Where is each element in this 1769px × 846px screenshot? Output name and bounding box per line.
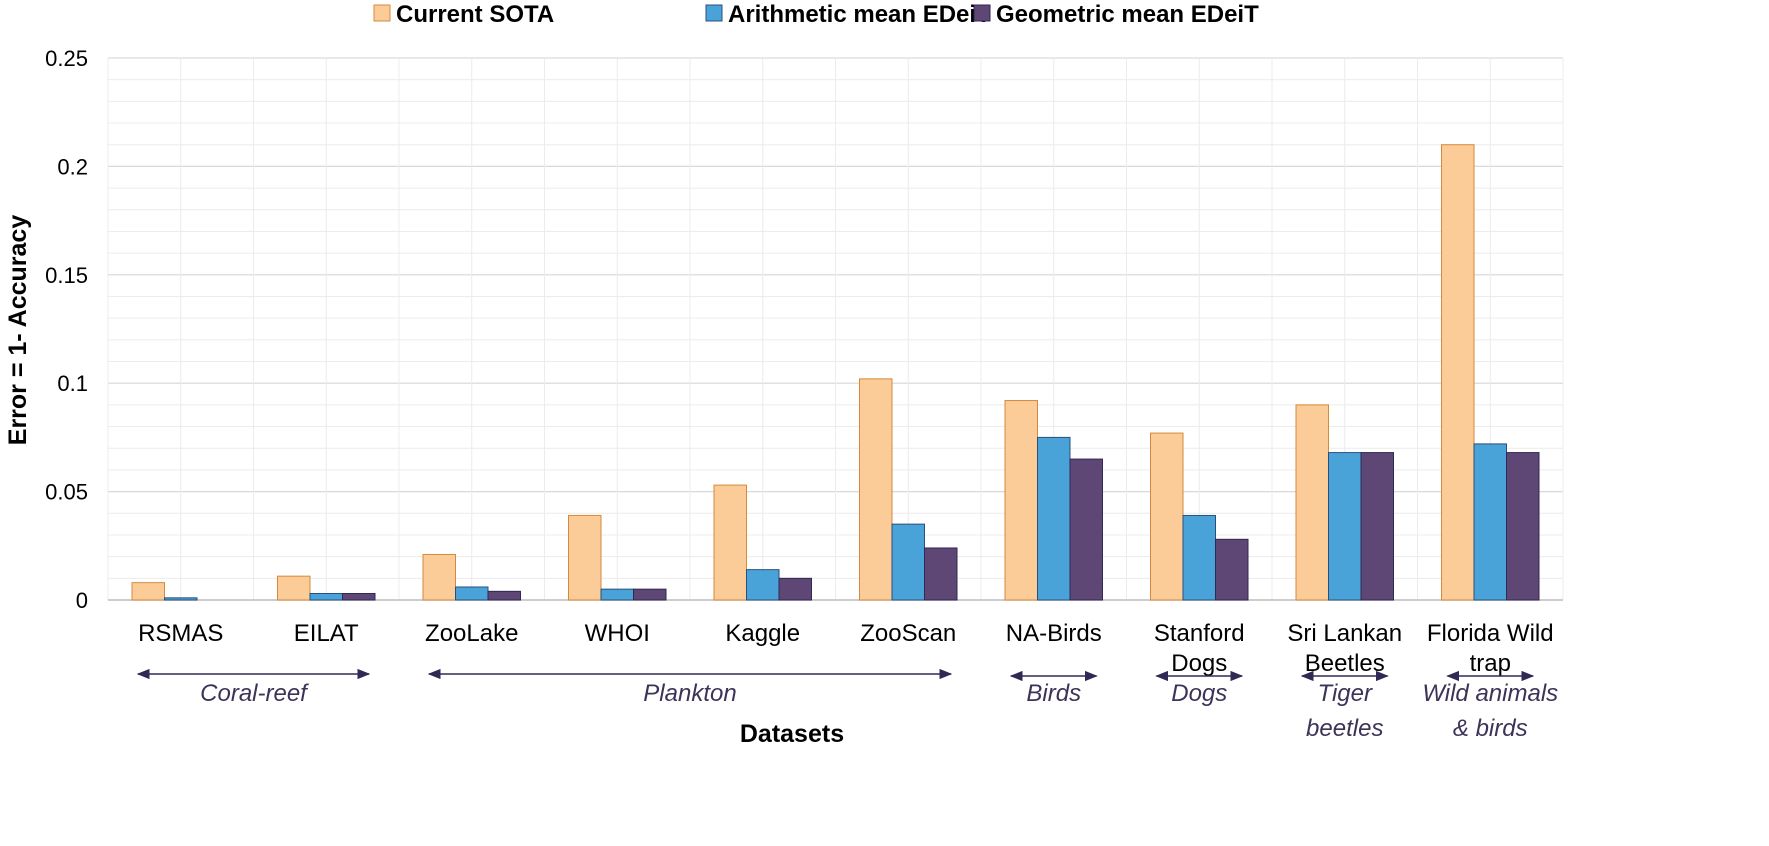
- legend-label: Arithmetic mean EDeiT: [728, 1, 991, 28]
- x-tick-label: EILAT: [294, 620, 359, 647]
- x-tick-label: NA-Birds: [1006, 620, 1102, 647]
- y-axis-title: Error = 1- Accuracy: [4, 215, 32, 446]
- x-tick-label: RSMAS: [138, 620, 223, 647]
- group-label: Coral-reef: [200, 680, 309, 707]
- bar: [164, 597, 198, 601]
- y-tick-label: 0: [76, 588, 88, 613]
- bar: [1506, 452, 1540, 601]
- bar: [131, 582, 165, 601]
- bar: [713, 484, 747, 601]
- group-label: Wild animals: [1422, 680, 1558, 707]
- legend-label: Current SOTA: [396, 1, 554, 28]
- bar: [1295, 404, 1329, 601]
- x-tick-label: Beetles: [1305, 650, 1385, 677]
- bar: [309, 592, 343, 601]
- bar: [568, 514, 602, 601]
- bar: [1069, 458, 1103, 601]
- bar: [746, 569, 780, 601]
- x-tick-label: Sri Lankan: [1287, 620, 1402, 647]
- group-label: & birds: [1453, 715, 1528, 742]
- bar: [1360, 452, 1394, 601]
- bar: [1004, 400, 1038, 601]
- x-tick-label: ZooLake: [425, 620, 518, 647]
- x-tick-label: Stanford: [1154, 620, 1245, 647]
- y-tick-label: 0.1: [57, 371, 88, 396]
- dataset-groups: Coral-reef Plankton Birds Dogs Tiger beetles W…: [136, 668, 1558, 742]
- bar: [1473, 443, 1507, 601]
- bar: [1441, 144, 1475, 601]
- group-label: beetles: [1306, 715, 1383, 742]
- bar: [277, 575, 311, 601]
- legend: Current SOTA Arithmetic mean EDeiT Geometr…: [373, 1, 1259, 28]
- bar: [422, 553, 456, 601]
- bar: [487, 590, 521, 601]
- group-label: Plankton: [643, 680, 736, 707]
- y-tick-label: 0.25: [45, 46, 88, 71]
- bar: [859, 378, 893, 601]
- group-label: Tiger: [1318, 680, 1373, 707]
- x-axis: RSMAS EILAT ZooLake WHOI Kaggle ZooScan NA-Bir…: [138, 620, 1554, 677]
- x-tick-label: Florida Wild: [1427, 620, 1554, 647]
- group-label: Birds: [1026, 680, 1081, 707]
- bar: [1328, 452, 1362, 601]
- legend-swatch: [973, 4, 991, 22]
- bar: [891, 523, 925, 601]
- bar: [1182, 514, 1216, 601]
- bar: [342, 592, 376, 601]
- x-tick-label: trap: [1470, 650, 1511, 677]
- bar: [1150, 432, 1184, 601]
- x-axis-title: Datasets: [740, 720, 844, 748]
- bar: [633, 588, 667, 601]
- bar: [1037, 436, 1071, 601]
- gridlines: [107, 57, 1564, 601]
- legend-swatch: [705, 4, 723, 22]
- legend-swatch: [373, 4, 391, 22]
- x-tick-label: ZooScan: [860, 620, 956, 647]
- y-tick-label: 0.2: [57, 154, 88, 179]
- x-tick-label: Dogs: [1171, 650, 1227, 677]
- y-axis: 0 0.05 0.1 0.15 0.2 0.25: [45, 46, 88, 613]
- bar: [924, 547, 958, 601]
- x-tick-label: Kaggle: [725, 620, 800, 647]
- bar: [600, 588, 634, 601]
- y-tick-label: 0.05: [45, 480, 88, 505]
- bar: [1215, 538, 1249, 601]
- bar: [455, 586, 489, 601]
- legend-label: Geometric mean EDeiT: [996, 1, 1259, 28]
- y-tick-label: 0.15: [45, 263, 88, 288]
- x-tick-label: WHOI: [585, 620, 650, 647]
- bars: [131, 144, 1540, 601]
- group-label: Dogs: [1171, 680, 1227, 707]
- bar: [778, 577, 812, 601]
